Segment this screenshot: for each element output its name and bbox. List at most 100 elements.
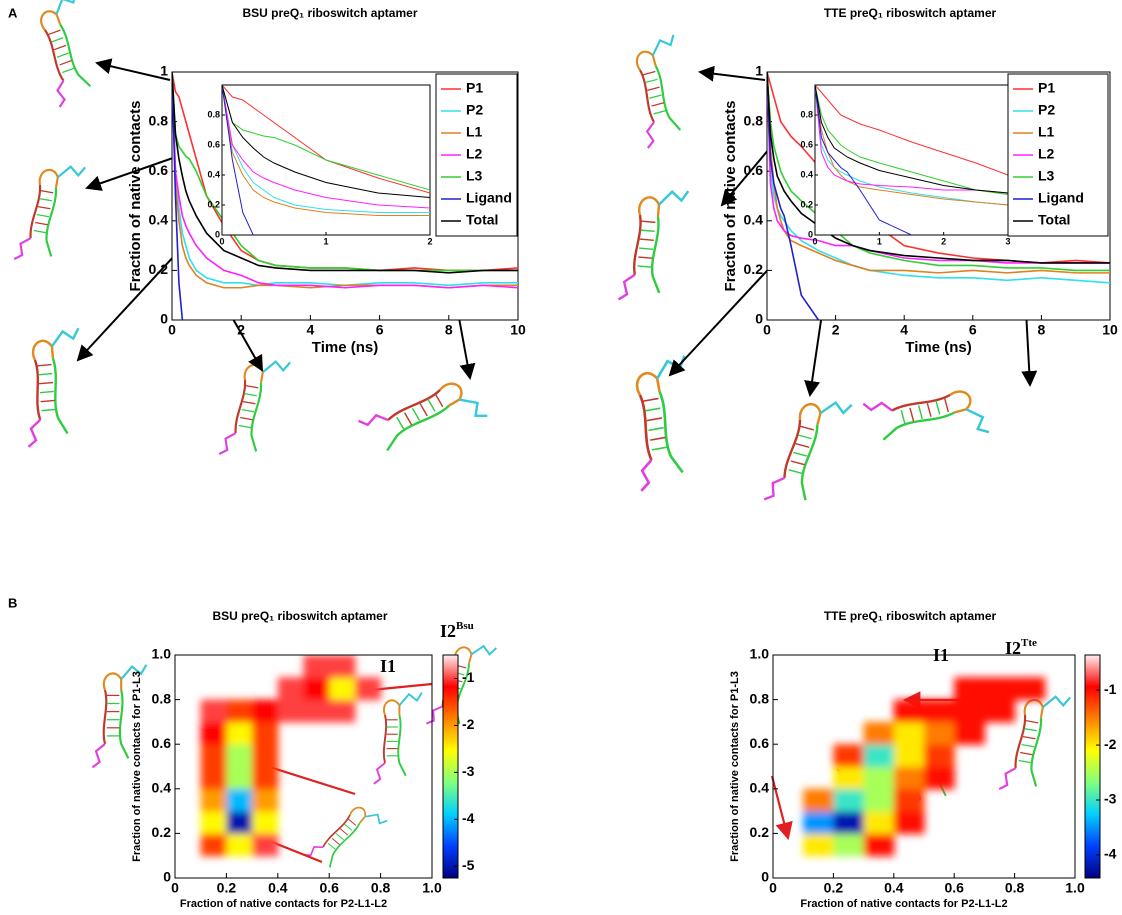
inset-y-tick-label: 0 — [215, 229, 220, 239]
rna-strand — [118, 689, 130, 759]
rna-strand — [44, 29, 65, 82]
x-tick-label: 10 — [510, 322, 526, 338]
arrow — [698, 65, 766, 82]
annotation: I2Bsu — [440, 620, 474, 642]
y-tick-label: 1 — [160, 63, 168, 79]
rna-pair — [641, 220, 656, 224]
annotation-text: I2 — [440, 621, 456, 641]
rna-pair — [642, 70, 656, 76]
chart-title: TTE preQ₁ riboswitch aptamer — [824, 609, 997, 623]
rna-strand — [798, 402, 822, 425]
rna-pair — [793, 451, 808, 457]
density-cell — [803, 833, 834, 857]
y-tick-label: 0.4 — [149, 212, 169, 228]
rna-strand — [398, 692, 423, 707]
rna-pair — [41, 408, 56, 412]
series-line — [767, 72, 1110, 264]
density-cell — [924, 744, 955, 767]
legend-label: Total — [1038, 212, 1070, 228]
chart-title: BSU preQ₁ riboswitch aptamer — [212, 609, 387, 623]
inset-x-tick-label: 1 — [877, 236, 882, 246]
rna-pair — [790, 460, 805, 466]
y-tick-label: 0.6 — [149, 162, 169, 178]
rna-pair — [59, 60, 72, 66]
rna-pair — [800, 425, 815, 431]
density-cell — [833, 744, 865, 767]
density-cell — [277, 677, 304, 701]
rna-pair — [245, 385, 259, 389]
x-axis-label: Fraction of native contacts for P2-L1-L2 — [180, 898, 387, 910]
x-tick-label: 0.4 — [884, 880, 904, 896]
rna-structure — [13, 165, 86, 260]
x-tick-label: 0.6 — [944, 880, 964, 896]
density-cell — [303, 677, 330, 701]
rna-strand — [386, 404, 450, 452]
rna-pair — [637, 265, 652, 268]
density-cell — [329, 655, 356, 678]
rna-pair — [335, 833, 345, 841]
x-tick-label: 4 — [307, 322, 315, 338]
colorbar-tick-label: -5 — [462, 857, 475, 873]
series-line — [172, 72, 518, 274]
density-cell — [833, 833, 865, 857]
density-cell — [924, 766, 955, 790]
rna-strand — [38, 168, 59, 189]
series-line — [815, 85, 1008, 194]
rna-strand — [262, 360, 291, 374]
rna-strand — [638, 196, 661, 217]
rna-strand — [33, 359, 42, 421]
x-tick-label: 2 — [237, 322, 245, 338]
rna-strand — [29, 184, 42, 239]
y-tick-label: 0.8 — [149, 112, 169, 128]
colorbar-tick-label: -3 — [462, 763, 475, 779]
legend-label: L3 — [466, 168, 483, 184]
rna-strand — [382, 714, 388, 764]
density-cell — [200, 766, 227, 790]
density-cell — [803, 788, 834, 812]
y-tick-label: 0.2 — [750, 824, 770, 840]
inset-y-tick-label: 0 — [808, 229, 813, 239]
panel-label: A — [8, 5, 18, 20]
rna-pair — [645, 78, 658, 84]
legend-label: Ligand — [1038, 190, 1084, 206]
rna-pair — [653, 110, 666, 115]
density-cell — [329, 699, 356, 723]
colorbar-tick-label: -4 — [1104, 846, 1117, 862]
density-cell — [833, 788, 865, 812]
density-cell — [303, 699, 330, 723]
rna-strand — [120, 664, 148, 680]
density-cell — [226, 811, 253, 834]
density-cell — [226, 699, 253, 723]
x-tick-label: 6 — [376, 322, 384, 338]
rna-pair — [35, 221, 48, 226]
rna-structure — [763, 401, 853, 501]
rna-pair — [795, 443, 810, 448]
rna-strand — [633, 214, 642, 275]
rna-pair — [331, 838, 340, 846]
density-cell — [893, 766, 925, 790]
x-tick-label: 0 — [168, 322, 176, 338]
series-line — [815, 85, 1008, 206]
arrow — [95, 58, 171, 81]
x-axis-label: Time (ns) — [312, 339, 378, 356]
x-tick-label: 1.0 — [1065, 880, 1085, 896]
rna-pair — [339, 828, 349, 836]
x-tick-label: 0.2 — [217, 880, 237, 896]
rna-strand — [397, 714, 407, 777]
rna-pair — [404, 412, 413, 426]
rna-strand — [638, 394, 653, 461]
rna-strand — [882, 411, 956, 441]
rna-strand — [439, 382, 463, 407]
series-line — [172, 72, 518, 289]
x-axis-label: Time (ns) — [905, 339, 971, 356]
inset-x-tick-label: 3 — [1005, 236, 1010, 246]
rna-pair — [62, 67, 75, 74]
density-cell — [924, 721, 955, 745]
density-cell — [226, 788, 253, 812]
colorbar-tick-label: -2 — [462, 716, 475, 732]
rna-pair — [348, 818, 357, 826]
rna-pair — [56, 52, 69, 58]
legend-label: Total — [466, 212, 498, 228]
density-cell — [226, 721, 253, 745]
